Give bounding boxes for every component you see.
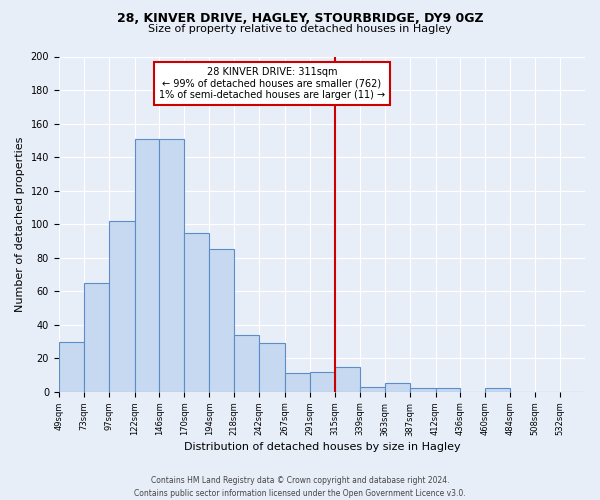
Bar [234, 335, 259, 392]
Bar [160, 138, 184, 392]
X-axis label: Distribution of detached houses by size in Hagley: Distribution of detached houses by size … [184, 442, 460, 452]
Bar [436, 388, 460, 392]
Bar [83, 283, 109, 392]
Text: 28, KINVER DRIVE, HAGLEY, STOURBRIDGE, DY9 0GZ: 28, KINVER DRIVE, HAGLEY, STOURBRIDGE, D… [116, 12, 484, 26]
Bar [335, 366, 360, 392]
Bar [485, 388, 510, 392]
Y-axis label: Number of detached properties: Number of detached properties [15, 136, 25, 312]
Text: Contains HM Land Registry data © Crown copyright and database right 2024.
Contai: Contains HM Land Registry data © Crown c… [134, 476, 466, 498]
Bar [109, 221, 134, 392]
Bar [285, 374, 310, 392]
Bar [310, 372, 335, 392]
Text: Size of property relative to detached houses in Hagley: Size of property relative to detached ho… [148, 24, 452, 34]
Bar [360, 387, 385, 392]
Bar [59, 342, 83, 392]
Bar [184, 232, 209, 392]
Bar [385, 384, 410, 392]
Bar [209, 250, 234, 392]
Bar [134, 138, 160, 392]
Bar [259, 343, 285, 392]
Text: 28 KINVER DRIVE: 311sqm
← 99% of detached houses are smaller (762)
1% of semi-de: 28 KINVER DRIVE: 311sqm ← 99% of detache… [159, 66, 385, 100]
Bar [410, 388, 436, 392]
